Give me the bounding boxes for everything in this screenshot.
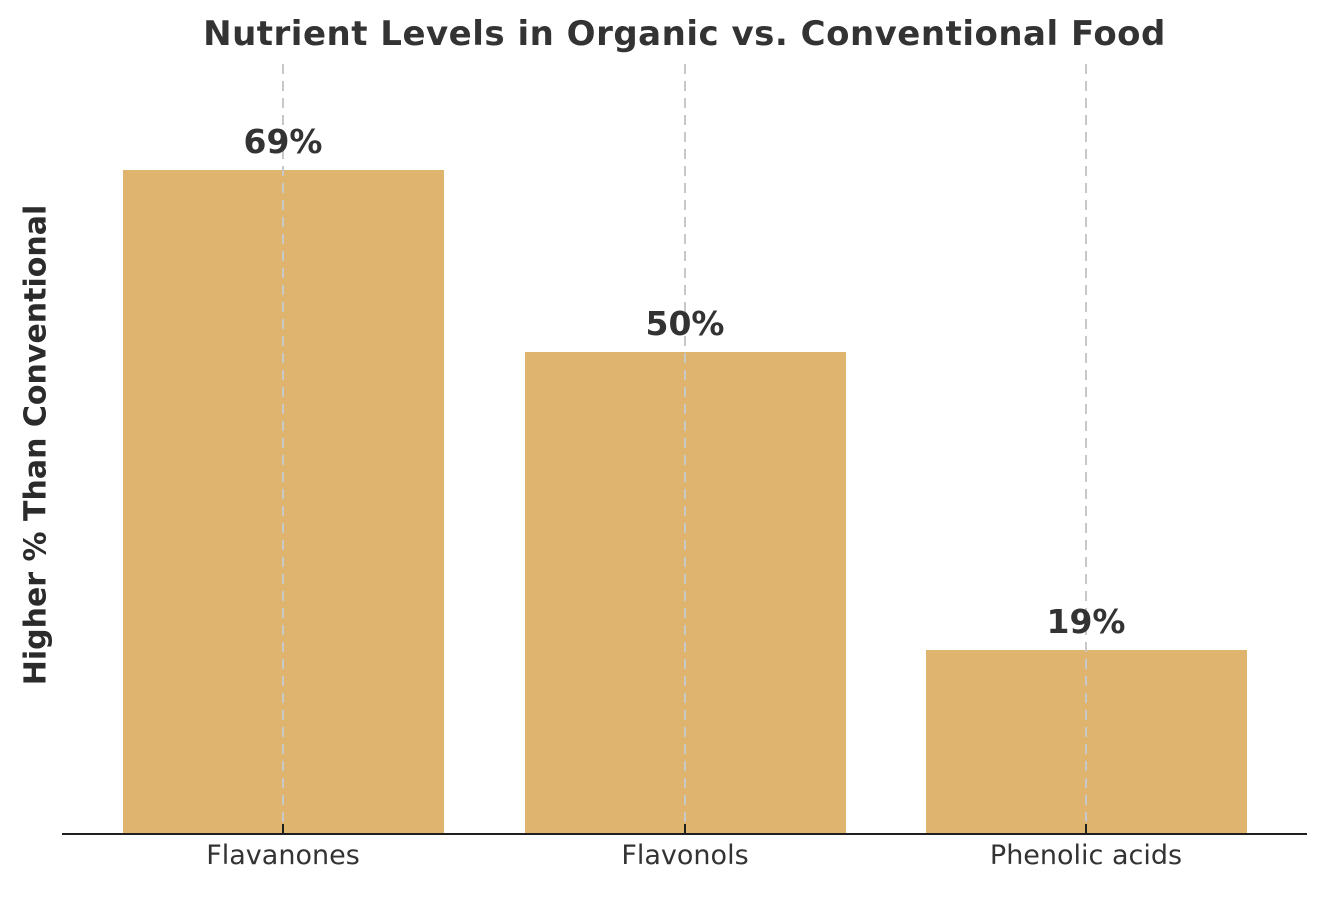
bar-value-label: 69% [243, 122, 323, 161]
y-axis-label: Higher % Than Conventional [18, 204, 54, 686]
x-tick-label: Flavonols [621, 840, 749, 871]
axis-tick [281, 824, 285, 833]
bar-value-label: 19% [1046, 602, 1126, 641]
gridline [684, 64, 686, 833]
gridline [282, 64, 284, 833]
axis-tick [683, 824, 687, 833]
bar-value-label: 50% [645, 304, 725, 343]
plot-area [62, 64, 1307, 835]
chart-title: Nutrient Levels in Organic vs. Conventio… [203, 14, 1166, 54]
x-tick-label: Phenolic acids [989, 840, 1183, 871]
x-tick-label: Flavanones [206, 840, 360, 871]
axis-tick [1084, 824, 1088, 833]
gridline [1085, 64, 1087, 833]
